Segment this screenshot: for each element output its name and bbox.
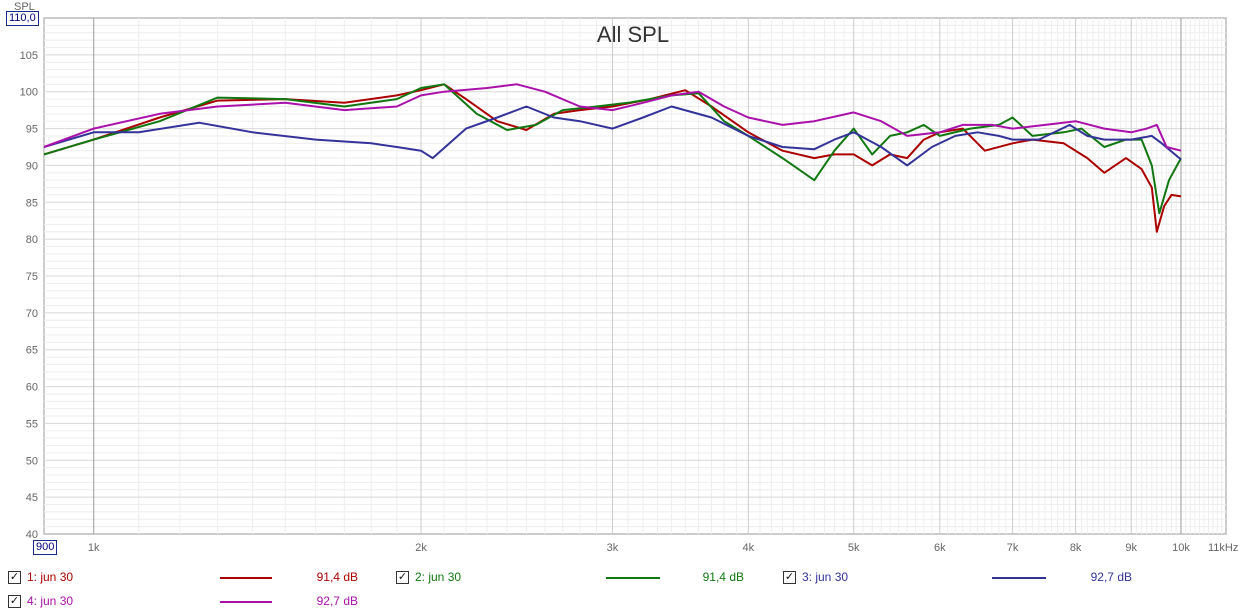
x-tick-label: 3k [607, 542, 619, 554]
y-tick-label: 95 [26, 124, 38, 136]
series-visibility-checkbox[interactable]: ✓ [8, 571, 21, 584]
legend-item-1: ✓ 1: jun 30 91,4 dB [8, 570, 388, 590]
y-tick-label: 100 [20, 87, 38, 99]
x-tick-labels: 1k 2k 3k 4k 5k 6k 7k 8k 9k 10k 11kHz [88, 542, 1238, 554]
x-tick-label: 2k [415, 542, 427, 554]
chart-title: All SPL [597, 22, 669, 47]
legend-swatch [606, 577, 660, 579]
x-tick-label: 11kHz [1208, 542, 1238, 554]
legend-swatch [220, 577, 272, 579]
legend-item-2: ✓ 2: jun 30 91,4 dB [396, 570, 776, 590]
y-tick-label: 55 [26, 418, 38, 430]
y-tick-label: 90 [26, 160, 38, 172]
y-tick-label: 65 [26, 345, 38, 357]
series-line-1 [43, 83, 1182, 233]
series-lines [43, 83, 1182, 233]
legend-level: 91,4 dB [702, 570, 744, 584]
series-line-2 [43, 83, 1182, 215]
x-tick-label: 7k [1007, 542, 1019, 554]
y-tick-labels: 40 45 50 55 60 65 70 75 80 85 90 95 100 105 [20, 50, 38, 541]
series-visibility-checkbox[interactable]: ✓ [396, 571, 409, 584]
legend-level: 92,7 dB [316, 594, 358, 608]
series-line-4 [43, 83, 1182, 152]
series-visibility-checkbox[interactable]: ✓ [8, 595, 21, 608]
y-tick-label: 50 [26, 455, 38, 467]
legend-label[interactable]: 2: jun 30 [415, 570, 462, 584]
y-tick-label: 105 [20, 50, 38, 62]
y-max-input[interactable]: 110,0 [6, 11, 39, 26]
legend-swatch [220, 601, 272, 603]
legend-item-3: ✓ 3: jun 30 92,7 dB [783, 570, 1163, 590]
x-tick-label: 1k [88, 542, 100, 554]
x-tick-label: 8k [1070, 542, 1082, 554]
y-axis-label: SPL [14, 1, 35, 13]
series-visibility-checkbox[interactable]: ✓ [783, 571, 796, 584]
legend-swatch [992, 577, 1046, 579]
legend-label[interactable]: 3: jun 30 [802, 570, 849, 584]
x-tick-label: 5k [848, 542, 860, 554]
x-tick-label: 6k [934, 542, 946, 554]
legend-level: 92,7 dB [1090, 570, 1132, 584]
y-tick-label: 60 [26, 382, 38, 394]
y-tick-label: 40 [26, 529, 38, 541]
y-tick-label: 85 [26, 197, 38, 209]
y-tick-label: 70 [26, 308, 38, 320]
y-tick-label: 80 [26, 234, 38, 246]
spl-chart: 40 45 50 55 60 65 70 75 80 85 90 95 100 105 1k 2k 3k 4k 5… [14, 1, 1238, 554]
major-grid [44, 18, 1226, 534]
legend-label[interactable]: 4: jun 30 [27, 594, 74, 608]
y-tick-label: 75 [26, 271, 38, 283]
x-tick-label: 10k [1172, 542, 1190, 554]
legend-level: 91,4 dB [316, 570, 358, 584]
x-tick-label: 4k [743, 542, 755, 554]
x-tick-label: 9k [1125, 542, 1137, 554]
y-tick-label: 45 [26, 492, 38, 504]
series-line-3 [43, 105, 1182, 167]
legend-label[interactable]: 1: jun 30 [27, 570, 74, 584]
x-min-input[interactable]: 900 [33, 540, 58, 555]
legend-item-4: ✓ 4: jun 30 92,7 dB [8, 594, 388, 614]
